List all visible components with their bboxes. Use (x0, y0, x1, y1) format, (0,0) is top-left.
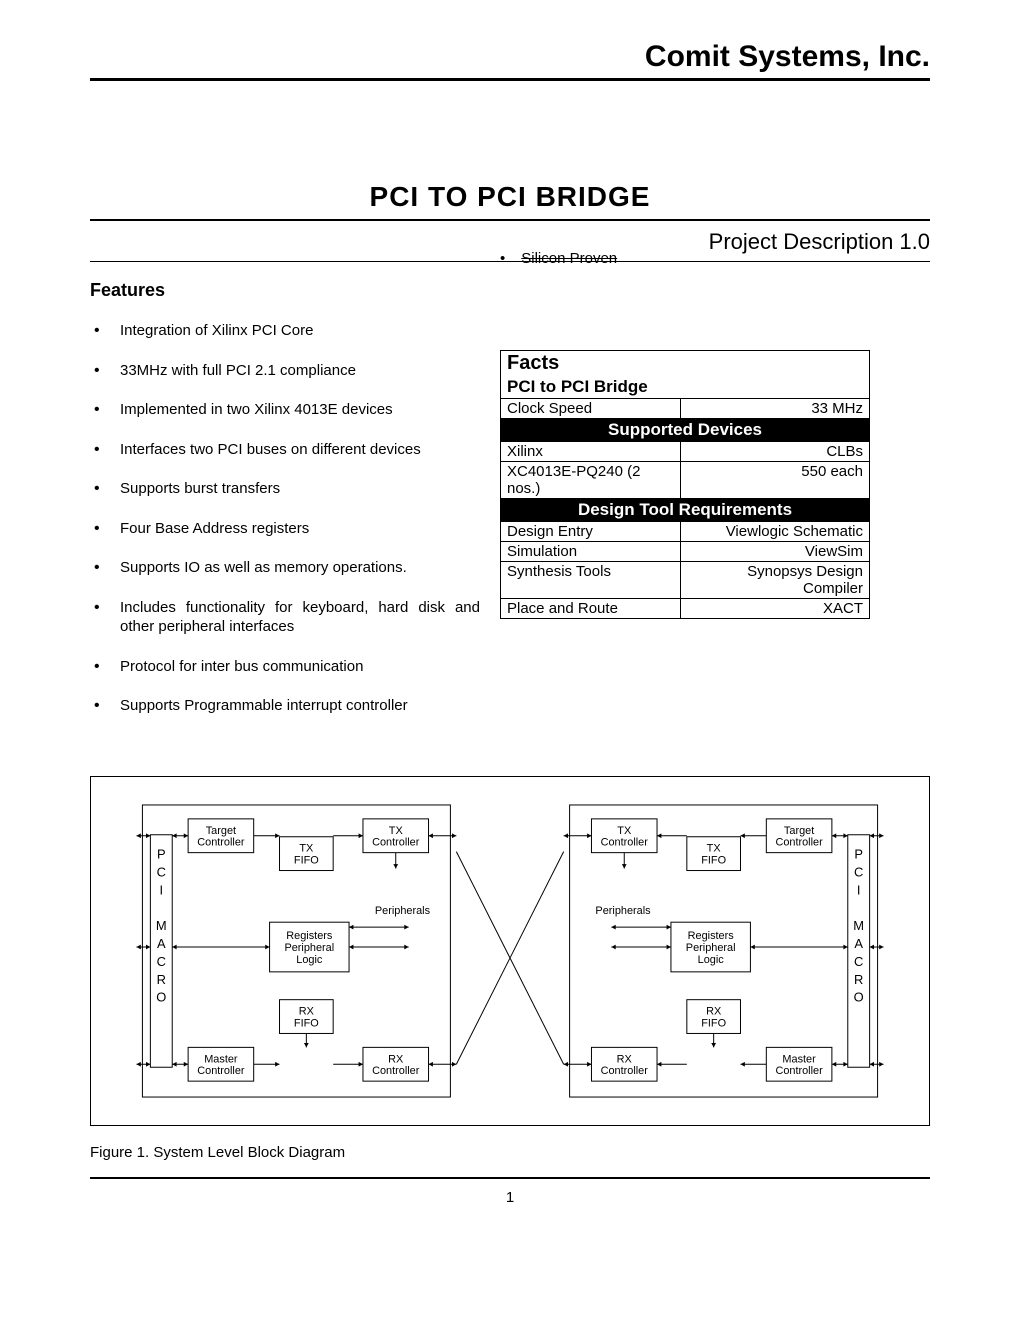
svg-text:M: M (853, 918, 864, 933)
facts-cell: XC4013E-PQ240 (2 nos.) (501, 462, 681, 499)
facts-cell: Synthesis Tools (501, 562, 681, 599)
svg-text:Peripheral: Peripheral (686, 942, 736, 954)
feature-item: Supports IO as well as memory operations… (90, 558, 490, 578)
svg-text:FIFO: FIFO (294, 1017, 319, 1029)
svg-text:FIFO: FIFO (701, 854, 726, 866)
svg-text:P: P (157, 846, 166, 861)
svg-text:C: C (854, 864, 863, 879)
svg-text:Registers: Registers (286, 930, 333, 942)
page-number: 1 (90, 1189, 930, 1206)
svg-text:Controller: Controller (197, 1065, 245, 1077)
svg-text:Controller: Controller (372, 836, 420, 848)
facts-cell: Viewlogic Schematic (681, 522, 870, 542)
facts-cell: 550 each (681, 462, 870, 499)
svg-text:Target: Target (206, 824, 236, 836)
document-title: PCI TO PCI BRIDGE (90, 181, 930, 213)
svg-text:Master: Master (782, 1053, 816, 1065)
svg-text:Controller: Controller (372, 1065, 420, 1077)
facts-cell: Design Entry (501, 522, 681, 542)
company-name: Comit Systems, Inc. (90, 40, 930, 81)
svg-text:I: I (857, 882, 861, 897)
svg-text:FIFO: FIFO (294, 854, 319, 866)
svg-text:O: O (854, 989, 864, 1004)
feature-item: Supports burst transfers (90, 479, 490, 499)
facts-table: Facts PCI to PCI Bridge Clock Speed 33 M… (500, 350, 870, 619)
svg-text:Controller: Controller (197, 836, 245, 848)
svg-text:RX: RX (706, 1005, 722, 1017)
facts-subtitle: PCI to PCI Bridge (501, 376, 870, 399)
svg-text:I: I (159, 882, 163, 897)
svg-text:TX: TX (389, 824, 404, 836)
svg-text:TX: TX (617, 824, 632, 836)
title-rule (90, 219, 930, 221)
svg-text:RX: RX (388, 1053, 404, 1065)
facts-cell: ViewSim (681, 542, 870, 562)
feature-item: Integration of Xilinx PCI Core (90, 321, 490, 341)
feature-item: Interfaces two PCI buses on different de… (90, 440, 490, 460)
svg-text:Peripherals: Peripherals (595, 905, 651, 917)
diagram-svg: PCIMACROTargetControllerTXFIFOTXControll… (119, 799, 901, 1103)
svg-text:Master: Master (204, 1053, 238, 1065)
svg-text:Logic: Logic (296, 953, 323, 965)
facts-title: Facts (501, 351, 870, 377)
svg-text:Controller: Controller (601, 1065, 649, 1077)
svg-text:FIFO: FIFO (701, 1017, 726, 1029)
svg-text:Target: Target (784, 824, 814, 836)
facts-section-header: Supported Devices (501, 419, 870, 442)
svg-text:M: M (156, 918, 167, 933)
svg-text:Controller: Controller (775, 836, 823, 848)
svg-text:TX: TX (299, 842, 314, 854)
facts-cell: XACT (681, 599, 870, 619)
svg-text:A: A (854, 936, 863, 951)
feature-item: Implemented in two Xilinx 4013E devices (90, 400, 490, 420)
svg-text:R: R (854, 971, 863, 986)
facts-cell: Simulation (501, 542, 681, 562)
svg-text:TX: TX (707, 842, 722, 854)
block-diagram: PCIMACROTargetControllerTXFIFOTXControll… (90, 776, 930, 1126)
facts-cell: Synopsys Design Compiler (681, 562, 870, 599)
svg-text:Peripheral: Peripheral (284, 942, 334, 954)
svg-text:Logic: Logic (698, 953, 725, 965)
svg-text:P: P (854, 846, 863, 861)
feature-item: 33MHz with full PCI 2.1 compliance (90, 361, 490, 381)
svg-text:C: C (157, 864, 166, 879)
svg-text:A: A (157, 936, 166, 951)
facts-cell: Place and Route (501, 599, 681, 619)
facts-cell: CLBs (681, 442, 870, 462)
figure-caption: Figure 1. System Level Block Diagram (90, 1144, 930, 1161)
features-heading: Features (90, 280, 490, 301)
svg-text:Controller: Controller (775, 1065, 823, 1077)
facts-cell: Clock Speed (501, 399, 681, 419)
facts-section-header: Design Tool Requirements (501, 499, 870, 522)
svg-text:C: C (854, 953, 863, 968)
footer-rule (90, 1177, 930, 1179)
facts-cell: 33 MHz (681, 399, 870, 419)
svg-text:Peripherals: Peripherals (375, 905, 431, 917)
feature-item: Protocol for inter bus communication (90, 657, 490, 677)
features-list: Integration of Xilinx PCI Core 33MHz wit… (90, 321, 490, 716)
svg-text:RX: RX (299, 1005, 315, 1017)
facts-cell: Xilinx (501, 442, 681, 462)
svg-text:R: R (157, 971, 166, 986)
svg-text:C: C (157, 953, 166, 968)
svg-text:Registers: Registers (688, 930, 735, 942)
feature-item: Supports Programmable interrupt controll… (90, 696, 490, 716)
svg-text:Controller: Controller (601, 836, 649, 848)
feature-item: Includes functionality for keyboard, har… (90, 598, 490, 637)
stray-text: •Silicon Proven (500, 250, 617, 267)
feature-item: Four Base Address registers (90, 519, 490, 539)
svg-text:RX: RX (617, 1053, 633, 1065)
svg-text:O: O (156, 989, 166, 1004)
